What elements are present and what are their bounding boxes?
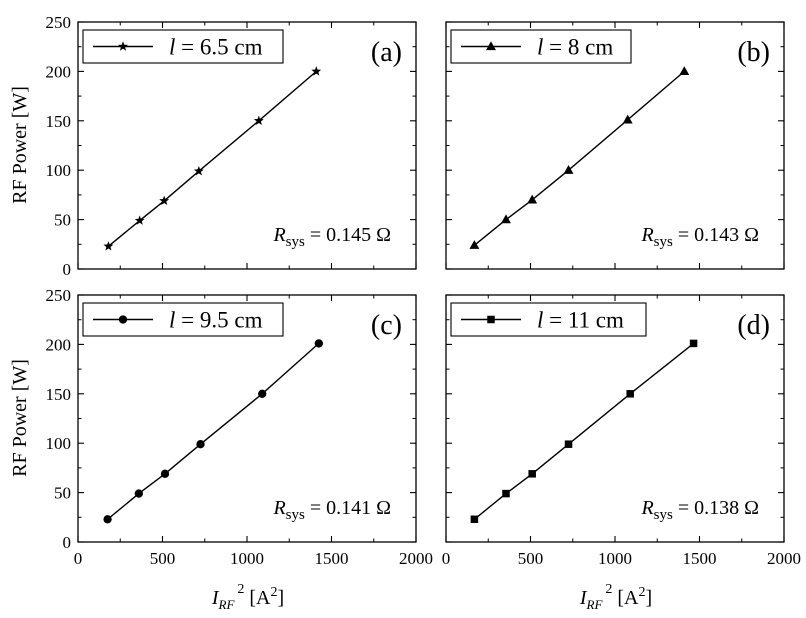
- x-tick-label: 0: [442, 549, 451, 568]
- panel-label: (a): [371, 37, 402, 68]
- legend-marker: [486, 41, 496, 51]
- data-point: [196, 440, 205, 449]
- x-tick-label: 2000: [767, 549, 801, 568]
- data-point: [258, 389, 267, 398]
- x-axis-title-right: IRF2 [A2]: [579, 582, 652, 612]
- chart-panel: l = 8 cm (b) Rsys = 0.143 Ω: [445, 21, 785, 270]
- chart-panel: 0 50 100 150 200 250 l = 6.5 cm (a) Rsys = 0.145…: [46, 13, 417, 279]
- data-point: [563, 165, 574, 174]
- data-point: [527, 194, 538, 204]
- data-point: [134, 215, 145, 225]
- rsys-annotation: Rsys = 0.141 Ω: [272, 497, 391, 523]
- data-point: [622, 114, 633, 124]
- data-point: [626, 390, 634, 398]
- legend-label: l = 6.5 cm: [169, 35, 263, 60]
- y-tick-label: 50: [54, 484, 71, 503]
- legend: l = 8 cm: [450, 29, 632, 64]
- legend: l = 6.5 cm: [82, 29, 284, 64]
- x-axis-title-left: IRF2 [A2]: [211, 582, 284, 612]
- panel-label: (b): [737, 37, 770, 68]
- rsys-annotation: Rsys = 0.138 Ω: [640, 497, 759, 523]
- legend-marker: [118, 315, 128, 324]
- data-point: [469, 240, 480, 249]
- y-tick-label: 250: [46, 13, 72, 32]
- x-tick-label: 0: [74, 549, 83, 568]
- data-point: [502, 489, 510, 498]
- data-point: [160, 469, 170, 478]
- legend: l = 11 cm: [450, 302, 647, 337]
- legend-label: l = 8 cm: [537, 35, 613, 60]
- data-point: [314, 339, 323, 348]
- rsys-annotation: Rsys = 0.145 Ω: [272, 224, 391, 250]
- legend-marker: [118, 41, 128, 51]
- series-line: [107, 342, 320, 520]
- legend: l = 9.5 cm: [82, 302, 284, 337]
- data-point: [470, 515, 479, 524]
- x-tick-label: 1500: [315, 549, 349, 568]
- chart-panel: 0 500 1000 1500 2000 0 50 100 150 200 250 l = 9.5 c…: [46, 286, 434, 568]
- y-tick-label: 50: [54, 211, 71, 230]
- y-tick-label: 100: [46, 161, 72, 180]
- data-point: [103, 241, 114, 251]
- series-line: [473, 342, 695, 520]
- x-tick-label: 1000: [230, 549, 264, 568]
- data-point: [528, 470, 536, 478]
- x-tick-label: 500: [150, 549, 176, 568]
- data-point: [689, 339, 698, 348]
- data-point: [193, 165, 204, 176]
- y-axis-title-bottom: RF Power [W]: [9, 359, 31, 477]
- data-point: [253, 115, 264, 126]
- x-tick-label: 1000: [598, 549, 632, 568]
- y-tick-label: 100: [46, 434, 72, 453]
- y-tick-label: 200: [46, 62, 72, 81]
- legend-marker: [487, 315, 495, 324]
- legend-label: l = 9.5 cm: [169, 308, 263, 333]
- x-tick-label: 2000: [399, 549, 433, 568]
- chart-panel: 0 500 1000 1500 2000 l = 11 cm (d) Rsys = 0.138…: [442, 294, 801, 568]
- panel-label: (d): [737, 310, 770, 341]
- y-tick-label: 0: [63, 260, 72, 279]
- data-point: [103, 515, 112, 524]
- data-point: [501, 214, 511, 224]
- x-tick-label: 500: [518, 549, 544, 568]
- x-tick-label: 1500: [683, 549, 717, 568]
- y-tick-label: 150: [46, 385, 72, 404]
- data-point: [679, 66, 690, 76]
- data-point: [134, 489, 143, 498]
- series-line: [107, 70, 317, 247]
- data-point: [159, 195, 170, 206]
- y-tick-label: 250: [46, 286, 72, 305]
- rsys-annotation: Rsys = 0.143 Ω: [640, 224, 759, 250]
- data-point: [564, 440, 573, 448]
- y-tick-label: 0: [63, 533, 72, 552]
- y-tick-label: 150: [46, 112, 72, 131]
- series-line: [473, 70, 685, 246]
- data-point: [311, 66, 322, 76]
- y-tick-label: 200: [46, 335, 72, 354]
- panel-label: (c): [371, 310, 402, 341]
- y-axis-title-top: RF Power [W]: [9, 86, 31, 204]
- legend-label: l = 11 cm: [537, 308, 624, 333]
